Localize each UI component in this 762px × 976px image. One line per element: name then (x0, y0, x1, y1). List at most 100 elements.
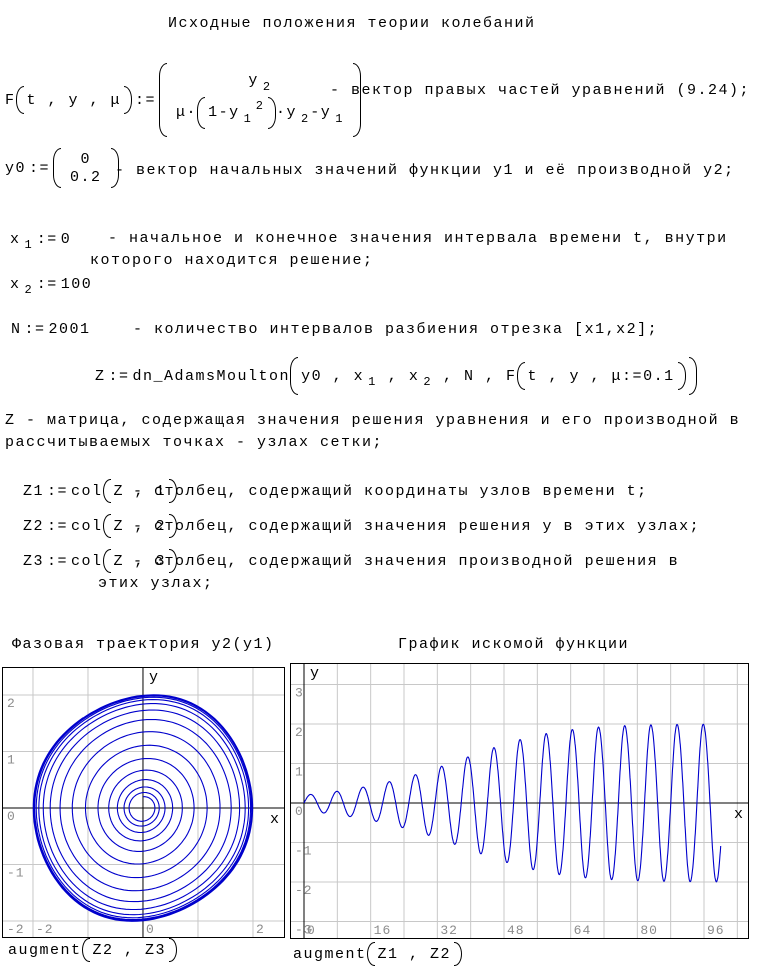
z2-definition[interactable]: Z2 := col Z , 2 (23, 513, 178, 539)
tick-label: 0 (7, 809, 16, 824)
phase-plot-title: Фазовая траектория y2(y1) (12, 636, 275, 653)
n-value: 2001 (48, 320, 91, 338)
page-title: Исходные положения теории колебаний (168, 15, 536, 32)
trace-polyline (32, 694, 254, 922)
z3-definition[interactable]: Z3 := col Z , 3 (23, 548, 178, 574)
assign-symbol: := (36, 275, 58, 293)
left-paren (516, 362, 525, 390)
subscript: 2 (24, 283, 33, 297)
left-paren (366, 942, 375, 966)
assign-symbol: := (47, 517, 69, 535)
tick-label: 0 (146, 922, 155, 937)
left-paren (102, 479, 111, 503)
left-paren (102, 549, 111, 573)
left-paren (290, 357, 299, 395)
vector-value: 0.2 (70, 168, 102, 186)
f-args-group: t , y , μ (15, 86, 133, 114)
augment-args: Z2 , Z3 (92, 941, 167, 959)
left-paren (197, 96, 206, 129)
right-paren (677, 362, 686, 390)
right-paren (454, 942, 463, 966)
tick-label: 64 (574, 923, 592, 938)
subscript: 2 (301, 111, 310, 126)
tick-label: 3 (295, 685, 304, 700)
trace-polyline (303, 723, 722, 883)
right-paren (124, 86, 133, 114)
left-paren (81, 938, 90, 962)
superscript: 2 (255, 98, 264, 113)
left-paren (159, 63, 168, 137)
augment-fn: augment (8, 941, 82, 959)
col-args: Z , 1 (113, 482, 167, 500)
subscript: 1 (24, 238, 33, 252)
augment-fn: augment (293, 945, 367, 963)
x1-value: 0 (60, 230, 72, 248)
z3-comment-line1: - столбец, содержащий значения производн… (133, 553, 680, 570)
z-description-line2: рассчитываемых точках - узлах сетки; (5, 434, 384, 451)
x1-comment-line2: которого находится решение; (90, 252, 374, 269)
x-axis-label: x (734, 806, 743, 823)
tick-label: 16 (374, 923, 392, 938)
tick-label: 1 (7, 753, 16, 768)
tick-label: 80 (640, 923, 658, 938)
y0-vector: 0 0.2 (53, 148, 119, 188)
tick-label: 0 (307, 923, 316, 938)
y0-definition[interactable]: y0 := 0 0.2 (5, 148, 119, 188)
subscript: 1 (243, 111, 252, 126)
tick-label: -2 (36, 922, 54, 937)
right-paren (268, 96, 276, 129)
left-paren (15, 86, 24, 114)
vector-value: 0 (80, 150, 92, 168)
right-paren (169, 938, 178, 962)
y0-name: y0 (5, 159, 27, 177)
phase-plot-caption[interactable]: augment Z2 , Z3 (8, 937, 178, 963)
left-paren (102, 514, 111, 538)
subscript: 1 (368, 375, 377, 389)
solution-plot-title: График искомой функции (398, 636, 630, 653)
phase-plot[interactable]: 2 1 0 -1 -2 -2 0 2 y x (2, 667, 285, 938)
col-fn: col (71, 482, 103, 500)
tick-label: 0 (295, 804, 304, 819)
tick-label: -2 (295, 883, 313, 898)
f-name: F (5, 91, 16, 109)
solution-plot-caption[interactable]: augment Z1 , Z2 (293, 941, 463, 967)
y-axis-label: y (310, 665, 319, 682)
col-args: Z , 2 (113, 517, 167, 535)
z-description-line1: Z - матрица, содержащая значения решения… (5, 412, 741, 429)
subscript: 2 (262, 79, 272, 94)
tick-label: 48 (507, 923, 525, 938)
z1-definition[interactable]: Z1 := col Z , 1 (23, 478, 178, 504)
col-args: Z , 3 (113, 552, 167, 570)
assign-symbol: := (108, 367, 130, 385)
assign-symbol: := (36, 230, 58, 248)
tick-label: -2 (7, 922, 25, 937)
augment-args: Z1 , Z2 (377, 945, 452, 963)
col-fn: col (71, 517, 103, 535)
z1-comment: - столбец, содержащий координаты узлов в… (133, 483, 648, 500)
tick-label: 2 (256, 922, 265, 937)
tick-label: -1 (7, 866, 25, 881)
tick-label: -1 (295, 843, 313, 858)
subscript: 1 (335, 111, 344, 126)
f-comment: - вектор правых частей уравнений (9.24); (330, 82, 751, 99)
y-axis-label: y (149, 669, 158, 686)
n-definition[interactable]: N := 2001 (11, 320, 91, 338)
f-call-args: t , y , μ:=0.1 (527, 367, 675, 385)
f-args: t , y , μ (26, 91, 122, 109)
assign-symbol: := (135, 91, 157, 109)
tick-label: -3 (295, 922, 313, 937)
col-fn: col (71, 552, 103, 570)
right-paren (688, 357, 697, 395)
tick-label: 1 (295, 764, 304, 779)
x-axis-label: x (270, 811, 279, 828)
